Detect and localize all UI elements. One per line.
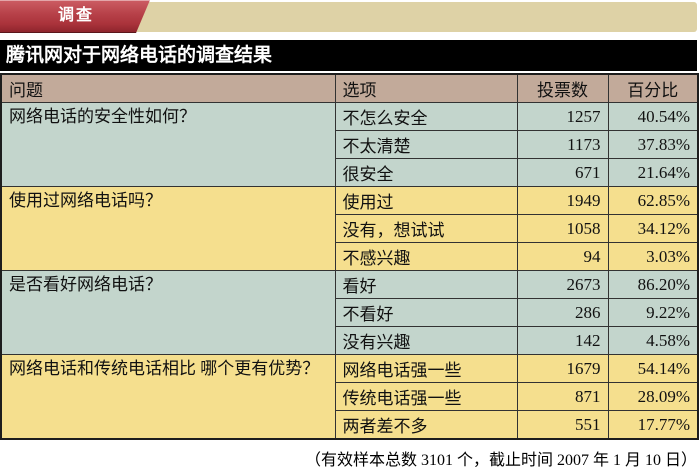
option-cell: 使用过 xyxy=(334,186,518,215)
question-group-usage: 使用过网络电话吗？ 使用过 1949 62.85% 没有，想试试 1058 34… xyxy=(0,186,699,271)
table-title-bar: 腾讯网对于网络电话的调查结果 xyxy=(0,40,697,71)
question-group-comparison: 网络电话和传统电话相比 哪个更有优势？ 网络电话强一些 1679 54.14% … xyxy=(0,354,699,440)
votes-cell: 142 xyxy=(516,326,609,355)
percent-cell: 54.14% xyxy=(607,354,699,383)
top-banner: 调查 xyxy=(0,0,697,33)
option-cell: 不看好 xyxy=(334,298,518,327)
question-cell: 使用过网络电话吗？ xyxy=(0,186,336,271)
percent-cell: 86.20% xyxy=(607,270,699,299)
table-row: 很安全 671 21.64% xyxy=(1,158,699,187)
votes-cell: 871 xyxy=(516,382,609,411)
votes-cell: 286 xyxy=(516,298,609,327)
percent-cell: 3.03% xyxy=(607,242,699,271)
option-cell: 网络电话强一些 xyxy=(334,354,518,383)
table-row: 没有兴趣 142 4.58% xyxy=(1,326,699,355)
header-percent: 百分比 xyxy=(607,73,699,103)
percent-cell: 21.64% xyxy=(607,158,699,187)
question-cell: 网络电话和传统电话相比 哪个更有优势？ xyxy=(0,354,336,440)
votes-cell: 1058 xyxy=(516,214,609,243)
table-row: 传统电话强一些 871 28.09% xyxy=(1,382,699,411)
votes-cell: 1173 xyxy=(516,130,609,159)
percent-cell: 34.12% xyxy=(607,214,699,243)
table-row: 网络电话和传统电话相比 哪个更有优势？ 网络电话强一些 1679 54.14% xyxy=(0,354,699,440)
percent-cell: 9.22% xyxy=(607,298,699,327)
percent-cell: 37.83% xyxy=(607,130,699,159)
percent-cell: 17.77% xyxy=(607,410,699,440)
header-question: 问题 xyxy=(0,73,336,103)
percent-cell: 62.85% xyxy=(607,186,699,215)
table-row: 不感兴趣 94 3.03% xyxy=(1,242,699,271)
votes-cell: 1949 xyxy=(516,186,609,215)
option-cell: 传统电话强一些 xyxy=(334,382,518,411)
table-row: 不看好 286 9.22% xyxy=(1,298,699,327)
votes-cell: 2673 xyxy=(516,270,609,299)
percent-cell: 4.58% xyxy=(607,326,699,355)
votes-cell: 1257 xyxy=(516,102,609,131)
option-cell: 没有，想试试 xyxy=(334,214,518,243)
header-votes: 投票数 xyxy=(516,73,609,103)
table-row: 不太清楚 1173 37.83% xyxy=(1,130,699,159)
header-option: 选项 xyxy=(334,73,518,103)
option-cell: 两者差不多 xyxy=(334,410,518,440)
survey-results-table: 问题 选项 投票数 百分比 网络电话的安全性如何？ 不怎么安全 1257 40.… xyxy=(0,73,699,440)
option-cell: 没有兴趣 xyxy=(334,326,518,355)
table-row: 没有，想试试 1058 34.12% xyxy=(1,214,699,243)
question-group-outlook: 是否看好网络电话？ 看好 2673 86.20% 不看好 286 9.22% 没… xyxy=(0,270,699,355)
table-row: 是否看好网络电话？ 看好 2673 86.20% xyxy=(0,270,699,355)
votes-cell: 1679 xyxy=(516,354,609,383)
votes-cell: 671 xyxy=(516,158,609,187)
percent-cell: 40.54% xyxy=(607,102,699,131)
survey-tab: 调查 xyxy=(0,0,150,33)
option-cell: 不感兴趣 xyxy=(334,242,518,271)
percent-cell: 28.09% xyxy=(607,382,699,411)
option-cell: 不太清楚 xyxy=(334,130,518,159)
option-cell: 很安全 xyxy=(334,158,518,187)
table-header-row: 问题 选项 投票数 百分比 xyxy=(0,73,699,103)
table-row: 网络电话的安全性如何？ 不怎么安全 1257 40.54% xyxy=(0,102,699,187)
table-row: 使用过网络电话吗？ 使用过 1949 62.85% xyxy=(0,186,699,271)
votes-cell: 551 xyxy=(516,410,609,440)
option-cell: 不怎么安全 xyxy=(334,102,518,131)
question-group-security: 网络电话的安全性如何？ 不怎么安全 1257 40.54% 不太清楚 1173 … xyxy=(0,102,699,187)
votes-cell: 94 xyxy=(516,242,609,271)
option-cell: 看好 xyxy=(334,270,518,299)
sample-size-footnote: （有效样本总数 3101 个，截止时间 2007 年 1 月 10 日） xyxy=(304,452,697,469)
question-cell: 是否看好网络电话？ xyxy=(0,270,336,355)
question-cell: 网络电话的安全性如何？ xyxy=(0,102,336,187)
